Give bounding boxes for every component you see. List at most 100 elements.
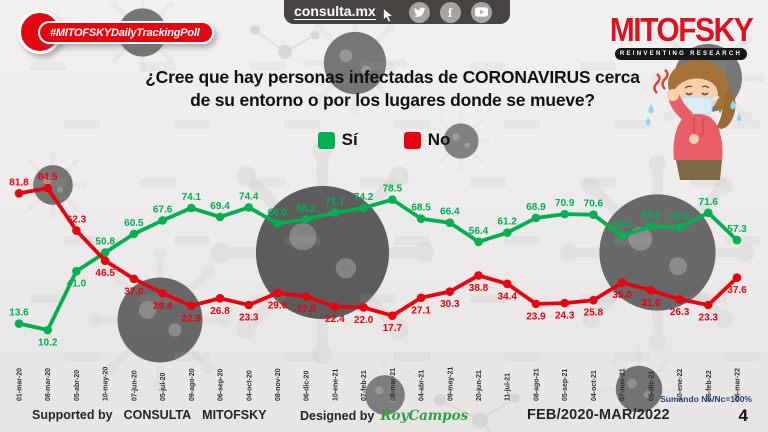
data-point	[187, 203, 196, 213]
x-axis-label: 20-jun-21	[476, 370, 483, 401]
fever-squiggle	[653, 73, 661, 94]
data-point	[388, 311, 397, 321]
x-axis-label: 07-jun-20	[131, 370, 138, 401]
logo-chip-watermarks	[30, 62, 760, 361]
x-axis-label: 04-abr-21	[419, 370, 426, 401]
data-point	[273, 288, 282, 298]
x-axis-label: 04-oct-21	[591, 370, 598, 401]
data-point	[703, 208, 713, 218]
title-line-1: ¿Cree que hay personas infectadas de COR…	[145, 67, 640, 87]
yes-swatch	[317, 131, 335, 149]
facebook-icon[interactable]: f	[439, 1, 461, 23]
data-label: 29.6	[268, 300, 288, 311]
x-axis-label: 10-ene-22	[677, 369, 684, 401]
data-label: 38.8	[469, 283, 489, 294]
data-point	[560, 298, 569, 308]
data-point	[129, 229, 139, 239]
data-point	[445, 287, 455, 296]
data-point	[359, 303, 368, 312]
data-label: 31.0	[641, 298, 661, 309]
question-title: ¿Cree que hay personas infectadas de COR…	[140, 66, 645, 112]
data-point	[43, 325, 53, 335]
site-link[interactable]: consulta.mx	[294, 2, 376, 21]
data-label: 23.9	[526, 311, 546, 322]
data-point	[416, 214, 426, 223]
badge-label: #MITOFSKYDailyTrackingPoll	[50, 26, 200, 39]
data-label: 17.7	[383, 323, 403, 334]
data-label: 27.8	[296, 304, 316, 315]
supporter-consulta: CONSULTA	[123, 408, 192, 422]
twitter-icon[interactable]	[408, 1, 430, 23]
data-point	[531, 299, 541, 309]
legend-item-yes: Sí	[317, 130, 358, 150]
data-point	[617, 231, 627, 241]
title-line-2: de su entorno o por los lugares donde se…	[190, 89, 595, 110]
top-site-bar: consulta.mx f	[284, 0, 510, 24]
data-point	[72, 226, 81, 235]
data-point	[187, 301, 196, 311]
data-point	[14, 319, 24, 328]
data-point	[301, 214, 311, 224]
data-label: 35.0	[612, 290, 632, 301]
page-number: 4	[738, 406, 748, 425]
data-point	[330, 302, 340, 312]
supporter-mitofsky: MITOFSKY	[202, 408, 267, 422]
x-axis-label: 11-jul-21	[505, 373, 512, 401]
data-label: 60.5	[124, 218, 144, 229]
x-axis-label: 07-feb-21	[361, 370, 368, 401]
data-label: 46.5	[95, 268, 115, 279]
data-label: 71.7	[325, 197, 345, 208]
supported-by: Supported by CONSULTA MITOFSKY	[32, 408, 267, 422]
tracking-poll-badge: #MITOFSKYDailyTrackingPoll	[38, 21, 214, 44]
data-point	[560, 209, 569, 219]
data-point	[14, 189, 24, 198]
data-label: 50.8	[95, 236, 115, 247]
data-label: 22.0	[354, 315, 374, 326]
data-point	[732, 273, 742, 283]
x-axis-label: 10-may-20	[103, 367, 110, 401]
x-axis-label: 10-ene-21	[332, 369, 339, 401]
data-label: 70.6	[584, 199, 604, 210]
data-label: 13.6	[9, 308, 29, 319]
data-point	[100, 248, 110, 257]
legend-item-no: No	[403, 130, 450, 150]
data-label: 22.4	[325, 314, 345, 325]
data-label: 70.9	[555, 198, 575, 209]
data-point	[474, 271, 483, 280]
data-point	[43, 183, 53, 193]
data-label: 27.1	[411, 305, 431, 316]
data-point	[531, 213, 541, 223]
x-axis-label: 08-nov-20	[275, 368, 282, 401]
x-axis-label: 08-mar-20	[45, 368, 52, 401]
x-axis-label: 05-dic-21	[648, 371, 655, 401]
data-point	[72, 266, 81, 276]
data-label: 37.0	[124, 286, 144, 297]
data-point	[388, 195, 397, 204]
mitofsky-logo: MITOFSKY REINVENTING RESEARCH	[608, 11, 754, 60]
x-axis-label: 07-nov-21	[620, 368, 627, 401]
data-point	[244, 300, 254, 310]
data-label: 84.5	[38, 172, 58, 183]
youtube-icon[interactable]	[470, 1, 492, 23]
data-label: 29.4	[153, 301, 173, 312]
x-axis-label: 05-abr-20	[74, 370, 81, 401]
date-range: FEB/2020-MAR/2022	[527, 407, 670, 423]
data-point	[617, 278, 627, 287]
data-label: 62.3	[67, 215, 87, 226]
data-label: 74.4	[239, 191, 259, 202]
sweat-drop	[648, 104, 654, 114]
methodology-note: Sumando Ns/Nc=100%	[660, 394, 752, 404]
data-point	[158, 216, 167, 225]
data-point	[646, 221, 656, 231]
chart-legend: Sí No	[0, 130, 768, 150]
x-axis-label: 01-mar-20	[17, 368, 24, 401]
data-label: 34.4	[498, 291, 518, 302]
data-point	[158, 289, 167, 298]
data-label: 71.6	[699, 197, 719, 208]
yes-label: Sí	[341, 130, 358, 149]
data-point	[589, 210, 598, 219]
data-point	[703, 300, 713, 310]
brand-name: MITOFSKY	[609, 11, 754, 49]
